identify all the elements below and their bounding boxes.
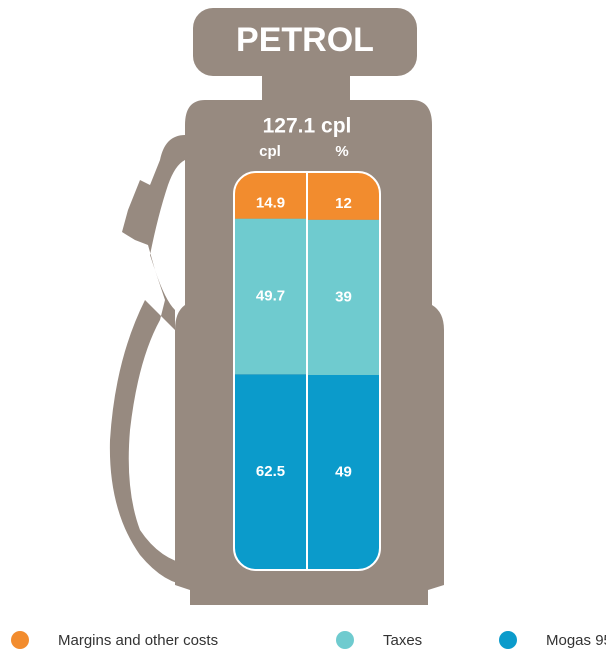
data-label: 12 — [335, 195, 352, 212]
legend-swatch — [11, 631, 29, 649]
data-label: 14.9 — [256, 194, 285, 211]
legend-label: Mogas 95 — [546, 632, 606, 649]
data-label: 62.5 — [256, 463, 285, 480]
total-label: 127.1 cpl — [263, 115, 352, 138]
legend: Margins and other costs Taxes Mogas 95 — [11, 631, 606, 649]
legend-label: Taxes — [383, 632, 422, 649]
data-label: 49.7 — [256, 287, 285, 304]
data-label: 49 — [335, 463, 352, 480]
legend-swatch — [336, 631, 354, 649]
chart-title: PETROL — [236, 21, 374, 59]
data-label: 39 — [335, 288, 352, 305]
legend-swatch — [499, 631, 517, 649]
legend-label: Margins and other costs — [58, 632, 218, 649]
chart: PETROL 127.1 cpl cpl % 62.5 49.7 14.9 49 39 1… — [0, 0, 606, 653]
column-header: % — [335, 143, 348, 160]
column-header: cpl — [259, 143, 281, 160]
